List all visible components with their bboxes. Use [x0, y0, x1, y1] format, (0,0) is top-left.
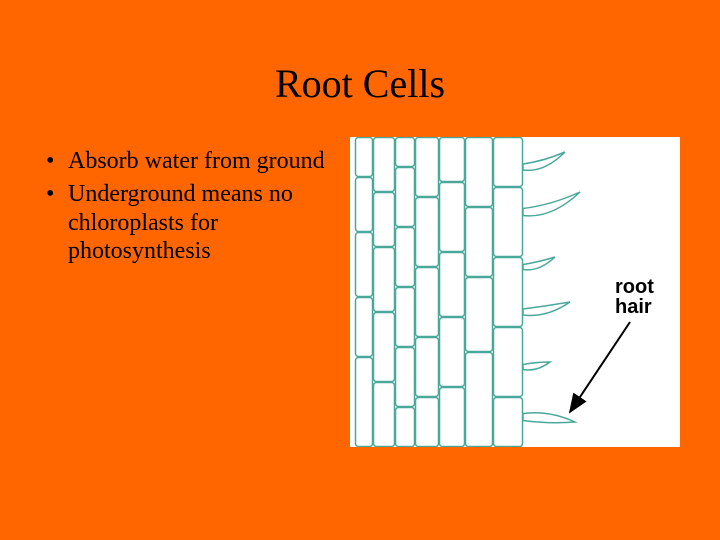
root-cell-diagram: root hair — [350, 137, 680, 447]
bullet-list: Absorb water from ground Underground mea… — [40, 137, 330, 447]
slide-content: Absorb water from ground Underground mea… — [0, 137, 720, 447]
slide-title: Root Cells — [0, 0, 720, 137]
bullet-item: Underground means no chloroplasts for ph… — [40, 180, 330, 266]
bullet-item: Absorb water from ground — [40, 147, 330, 176]
root-hair-label: root hair — [615, 277, 654, 317]
